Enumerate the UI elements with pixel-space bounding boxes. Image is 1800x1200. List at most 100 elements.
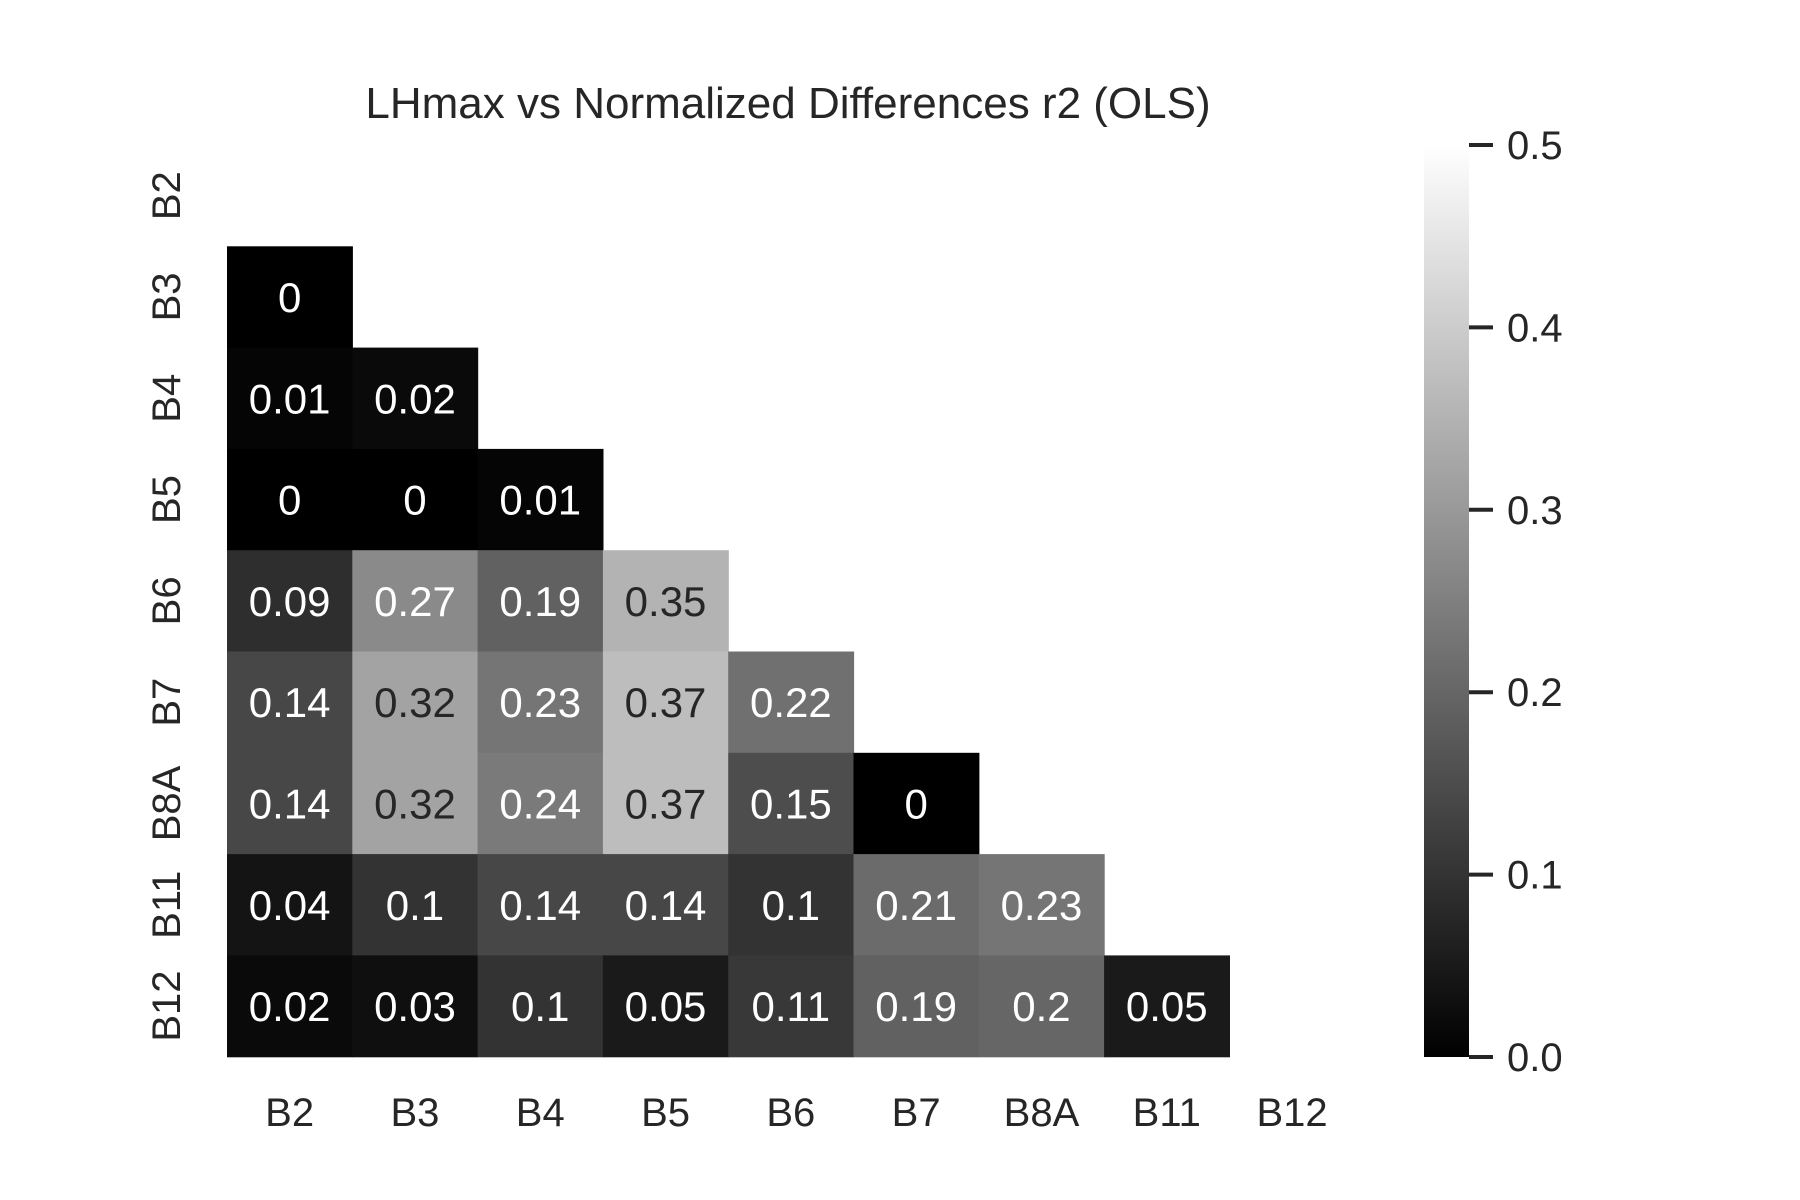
cell-value-label: 0.32 xyxy=(374,679,456,726)
heatmap-cell xyxy=(728,955,855,1058)
cell-value-label: 0.21 xyxy=(875,882,957,929)
heatmap-cell xyxy=(227,347,353,450)
cell-value-label: 0 xyxy=(278,274,301,321)
x-tick-label: B11 xyxy=(1133,1091,1201,1135)
cell-value-label: 0.1 xyxy=(762,882,820,929)
heatmap-cell xyxy=(227,651,353,754)
x-tick-label: B2 xyxy=(265,1091,314,1135)
heatmap-cell xyxy=(477,550,604,653)
heatmap-cell xyxy=(853,854,980,956)
cell-value-label: 0.01 xyxy=(249,375,331,422)
heatmap-cell xyxy=(477,854,604,956)
heatmap-cell xyxy=(352,752,479,855)
heatmap-cell xyxy=(477,955,604,1058)
heatmap-cell xyxy=(352,550,479,653)
x-tick-label: B4 xyxy=(516,1091,565,1135)
heatmap-cell xyxy=(352,854,479,956)
cell-value-label: 0.24 xyxy=(499,780,581,827)
colorbar-tick-label: 0.4 xyxy=(1507,306,1563,350)
heatmap-cell xyxy=(227,246,353,349)
heatmap-cell xyxy=(352,448,479,551)
y-tick-label: B12 xyxy=(145,970,189,1041)
cell-value-label: 0.14 xyxy=(625,882,707,929)
cell-value-label: 0.23 xyxy=(499,679,581,726)
cell-value-label: 0.14 xyxy=(249,679,331,726)
heatmap-cell xyxy=(477,651,604,754)
heatmap-cell xyxy=(477,448,604,551)
heatmap-cell xyxy=(728,854,855,956)
heatmap-cell xyxy=(227,752,353,855)
heatmap-cell xyxy=(728,752,855,855)
chart-title: LHmax vs Normalized Differences r2 (OLS) xyxy=(365,79,1210,128)
heatmap-cell xyxy=(352,651,479,754)
y-tick-label: B2 xyxy=(145,171,189,220)
cell-value-label: 0.27 xyxy=(374,578,456,625)
x-tick-label: B3 xyxy=(390,1091,439,1135)
heatmap-cell xyxy=(227,550,353,653)
colorbar-tick-label: 0.2 xyxy=(1507,671,1563,715)
cell-value-label: 0 xyxy=(278,477,301,524)
heatmap-cell xyxy=(227,448,353,551)
heatmap-cell xyxy=(602,651,729,754)
heatmap-cell xyxy=(602,955,729,1058)
cell-value-label: 0.14 xyxy=(499,882,581,929)
heatmap-cell xyxy=(853,955,980,1058)
heatmap-cell xyxy=(352,955,479,1058)
y-tick-label: B7 xyxy=(145,678,189,727)
cell-value-label: 0.02 xyxy=(249,983,331,1030)
heatmap-cell xyxy=(602,752,729,855)
heatmap-cell xyxy=(853,752,980,855)
x-tick-label: B6 xyxy=(766,1091,815,1135)
colorbar-tick-label: 0.0 xyxy=(1507,1036,1563,1080)
cell-value-label: 0 xyxy=(904,780,927,827)
cell-value-label: 0.37 xyxy=(625,679,707,726)
cell-value-label: 0.1 xyxy=(386,882,444,929)
cell-value-label: 0.02 xyxy=(374,375,456,422)
heatmap-cell xyxy=(728,651,855,754)
y-tick-label: B4 xyxy=(145,374,189,423)
heatmap-cell xyxy=(227,854,353,956)
cell-value-label: 0.22 xyxy=(750,679,832,726)
colorbar-tick-label: 0.1 xyxy=(1507,854,1563,898)
cell-value-label: 0.2 xyxy=(1012,983,1070,1030)
cell-value-label: 0.05 xyxy=(1126,983,1208,1030)
heatmap-cell xyxy=(227,955,353,1058)
cell-value-label: 0.32 xyxy=(374,780,456,827)
heatmap-cell xyxy=(477,752,604,855)
x-tick-label: B8A xyxy=(1004,1091,1080,1135)
cell-value-label: 0 xyxy=(403,477,426,524)
y-tick-label: B11 xyxy=(145,871,189,939)
heatmap-cell xyxy=(978,854,1105,956)
colorbar-tick-label: 0.5 xyxy=(1507,124,1563,168)
heatmap-cell xyxy=(602,854,729,956)
heatmap-cells: 0 0.01 0.02 0 0 0.01 0.09 0.27 0.19 0.35 0.14 0.32 0… xyxy=(227,246,1230,1058)
cell-value-label: 0.01 xyxy=(499,477,581,524)
heatmap-cell xyxy=(978,955,1105,1058)
cell-value-label: 0.11 xyxy=(752,983,831,1030)
colorbar: 0.0 0.1 0.2 0.3 0.4 0.5 xyxy=(1424,124,1563,1080)
cell-value-label: 0.05 xyxy=(625,983,707,1030)
y-tick-label: B6 xyxy=(145,576,189,625)
cell-value-label: 0.23 xyxy=(1001,882,1083,929)
colorbar-tick-label: 0.3 xyxy=(1507,489,1563,533)
y-tick-label: B8A xyxy=(145,765,189,841)
heatmap-cell xyxy=(602,550,729,653)
colorbar-gradient xyxy=(1424,145,1469,1057)
y-tick-label: B3 xyxy=(145,272,189,321)
y-tick-label: B5 xyxy=(145,475,189,524)
x-tick-label: B12 xyxy=(1256,1091,1327,1135)
cell-value-label: 0.1 xyxy=(511,983,569,1030)
heatmap-cell xyxy=(1104,955,1230,1058)
cell-value-label: 0.03 xyxy=(374,983,456,1030)
cell-value-label: 0.19 xyxy=(499,578,581,625)
cell-value-label: 0.09 xyxy=(249,578,331,625)
x-axis-tick-labels: B2 B3 B4 B5 B6 B7 B8A B11 B12 xyxy=(265,1091,1327,1135)
y-axis-tick-labels: B2 B3 B4 B5 B6 B7 B8A B11 B12 xyxy=(145,171,189,1041)
cell-value-label: 0.15 xyxy=(750,780,832,827)
cell-value-label: 0.35 xyxy=(625,578,707,625)
cell-value-label: 0.04 xyxy=(249,882,331,929)
heatmap-cell xyxy=(352,347,479,450)
cell-value-label: 0.37 xyxy=(625,780,707,827)
